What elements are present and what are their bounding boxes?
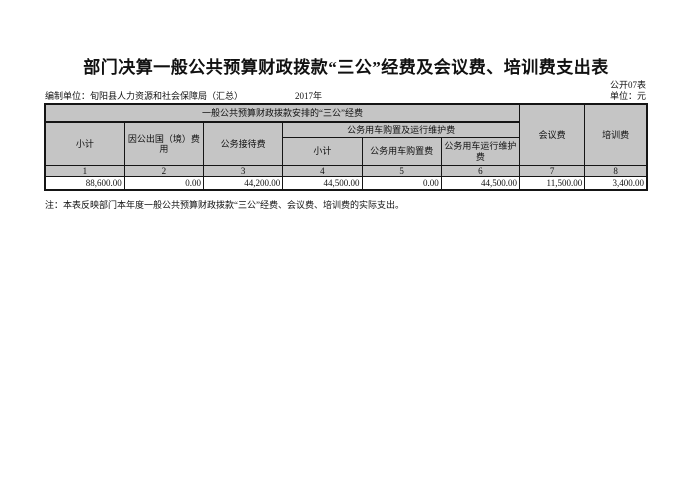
column-number-7: 7 [518, 164, 586, 178]
budget-table: 一般公共预算财政拨款安排的“三公”经费 会议费 培训费 小计 因公出国（境）费用… [44, 103, 648, 192]
col-header-vehicle-purchase: 公务用车购置费 [361, 137, 442, 166]
col-header-meeting-fee: 会议费 [518, 103, 586, 166]
amount-meeting-fee: 11,500.00 [518, 176, 586, 191]
column-number-6: 6 [440, 164, 521, 178]
amount-vehicle-maintenance: 44,500.00 [440, 176, 521, 191]
column-number-5: 5 [361, 164, 442, 178]
col-header-reception-fee: 公务接待费 [202, 121, 284, 166]
column-number-8: 8 [584, 164, 648, 178]
fiscal-year-label: 2017年 [295, 91, 323, 101]
unit-label: 单位：元 [609, 91, 646, 101]
table-code: 公开07表 [609, 80, 646, 90]
col-header-vehicle-maintenance: 公务用车运行维护费 [440, 137, 521, 166]
header-row-vehicle: 小计 公务用车购置费 公务用车运行维护费 [45, 137, 647, 166]
amount-abroad: 0.00 [123, 176, 205, 191]
page-title: 部门决算一般公共预算财政拨款“三公”经费及会议费、培训费支出表 [83, 58, 609, 77]
meta-line: 编制单位：旬阳县人力资源和社会保障局（汇总） 2017年 单位：元 [44, 91, 648, 103]
amount-total-subtotal: 88,600.00 [44, 176, 125, 191]
header-row-group: 一般公共预算财政拨款安排的“三公”经费 会议费 培训费 [44, 103, 648, 166]
col-header-training-fee: 培训费 [584, 103, 648, 166]
footnote: 注：本表反映部门本年度一般公共预算财政拨款“三公”经费、会议费、培训费的实际支出… [45, 200, 404, 210]
group-header-vehicle: 公务用车购置及运行维护费 [282, 121, 520, 138]
amount-vehicle-subtotal: 44,500.00 [282, 176, 363, 191]
column-number-1: 1 [44, 164, 125, 178]
prepared-by-label: 编制单位：旬阳县人力资源和社会保障局（汇总） [45, 91, 244, 101]
column-number-row: 1 2 3 4 5 6 7 8 [44, 164, 648, 178]
amount-training-fee: 3,400.00 [584, 176, 648, 191]
col-header-subtotal: 小计 [44, 121, 125, 166]
column-number-3: 3 [202, 164, 284, 178]
group-header-three-public: 一般公共预算财政拨款安排的“三公”经费 [44, 103, 520, 123]
column-number-4: 4 [282, 164, 363, 178]
col-header-abroad-fee: 因公出国（境）费用 [123, 121, 205, 166]
amount-reception: 44,200.00 [202, 176, 284, 191]
column-number-2: 2 [123, 164, 205, 178]
col-header-vehicle-subtotal: 小计 [282, 137, 363, 166]
amount-vehicle-purchase: 0.00 [361, 176, 442, 191]
data-row: 88,600.00 0.00 44,200.00 44,500.00 0.00 … [44, 176, 648, 191]
